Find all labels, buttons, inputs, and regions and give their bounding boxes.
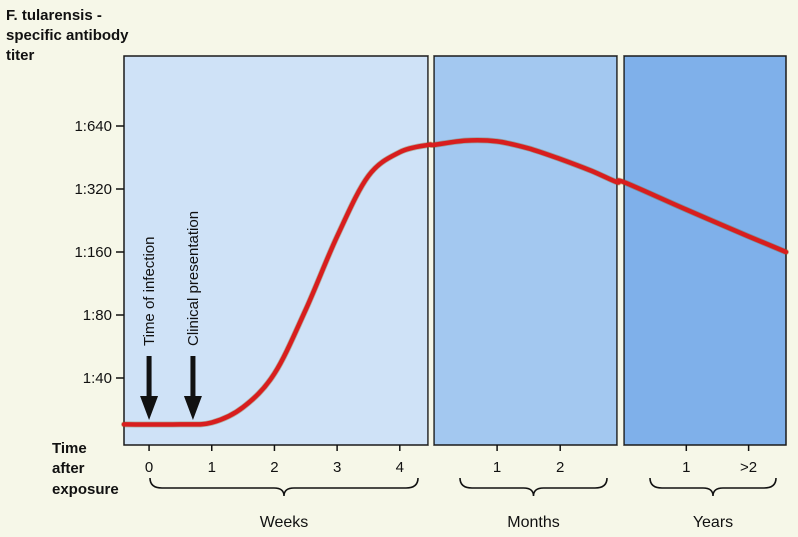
y-axis-label-line: F. tularensis - (6, 7, 102, 24)
group-brace (459, 477, 608, 497)
panel-gap (617, 56, 624, 445)
x-tick-label: 2 (270, 459, 278, 476)
y-axis-label-line: specific antibody (6, 27, 129, 44)
group-label: Months (507, 514, 559, 531)
x-axis-label-line: Time (52, 440, 87, 457)
panel-years (623, 55, 787, 446)
annotation-label: Clinical presentation (185, 211, 202, 346)
y-tick-label: 1:320 (74, 181, 112, 198)
panel-weeks (123, 55, 429, 446)
x-tick-label: 1 (208, 459, 216, 476)
panel-months (433, 55, 618, 446)
line-layer (121, 137, 789, 428)
group-label: Weeks (260, 514, 309, 531)
annotation-arrow-head (140, 396, 159, 420)
x-tick-label: 0 (145, 459, 153, 476)
panels-layer (123, 55, 787, 446)
y-tick-label: 1:80 (83, 307, 112, 324)
y-tick-label: 1:40 (83, 370, 112, 387)
x-tick-label: >2 (740, 459, 757, 476)
x-axis-label-line: exposure (52, 481, 119, 498)
annotation-label: Time of infection (141, 237, 158, 347)
x-axis-label-line: after (52, 460, 85, 477)
x-tick-label: 4 (396, 459, 404, 476)
y-tick-label: 1:640 (74, 118, 112, 135)
annotation-arrow-head (183, 396, 202, 420)
x-tick-label: 2 (556, 459, 564, 476)
y-axis-label: F. tularensis - specific antibody titer (6, 7, 133, 64)
x-tick-label: 3 (333, 459, 341, 476)
group-label: Years (693, 514, 733, 531)
y-axis-label-line: titer (6, 47, 35, 64)
y-tick-label: 1:160 (74, 244, 112, 261)
group-brace (149, 477, 419, 497)
x-axis-label: Time after exposure (52, 440, 119, 498)
panel-gap (428, 56, 434, 445)
x-tick-label: 1 (493, 459, 501, 476)
axis-layer: 1:40 1:80 1:160 1:320 1:640 0 1 2 3 4 Weeks 1 2 Month… (74, 118, 777, 531)
group-brace (649, 477, 777, 497)
x-tick-label: 1 (682, 459, 690, 476)
annotation-layer: Time of infection Clinical presentation (140, 211, 202, 420)
series-line (121, 137, 789, 427)
